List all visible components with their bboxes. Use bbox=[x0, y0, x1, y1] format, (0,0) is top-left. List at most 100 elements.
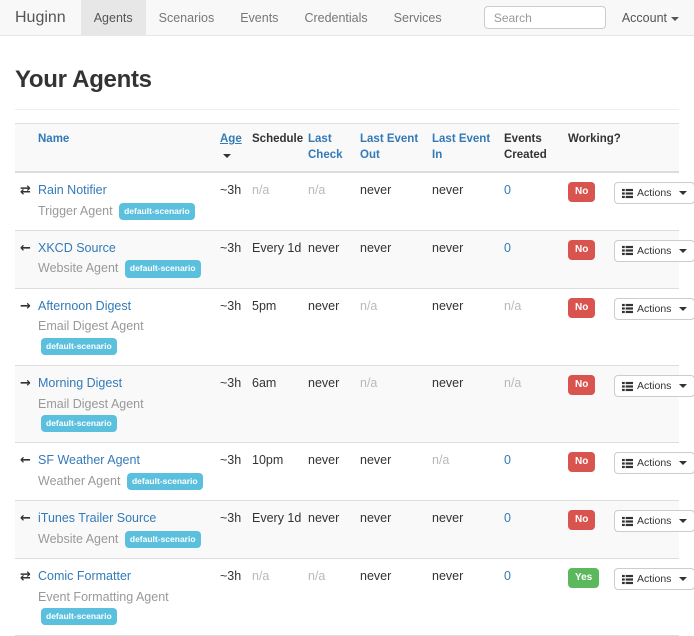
agent-name-link[interactable]: iTunes Trailer Source bbox=[38, 511, 157, 526]
last-event-out-value: n/a bbox=[360, 298, 378, 313]
direction-cell: ← bbox=[15, 230, 33, 289]
agent-subline: Weather Agent default-scenario bbox=[38, 472, 210, 491]
nav-item-events[interactable]: Events bbox=[240, 11, 279, 25]
scenario-badge[interactable]: default-scenario bbox=[41, 337, 117, 355]
scenario-badge[interactable]: default-scenario bbox=[126, 472, 203, 490]
agent-subline: Email Digest Agent default-scenario bbox=[38, 395, 210, 434]
actions-button[interactable]: Actions bbox=[614, 297, 694, 320]
scenario-badge[interactable]: default-scenario bbox=[124, 260, 201, 278]
schedule-value: n/a bbox=[252, 183, 270, 198]
last-event-out-cell: never bbox=[355, 558, 427, 636]
scenario-badge[interactable]: default-scenario bbox=[119, 202, 195, 220]
last-check-cell: n/a bbox=[303, 558, 355, 636]
agent-type-label: Trigger Agent bbox=[38, 203, 113, 218]
age-cell: ~3h bbox=[215, 230, 247, 289]
list-icon bbox=[622, 188, 633, 199]
search-input[interactable] bbox=[483, 6, 606, 29]
working-badge: No bbox=[568, 510, 596, 531]
agent-name-link[interactable]: Morning Digest bbox=[38, 376, 123, 391]
last-event-in-cell: never bbox=[427, 230, 499, 289]
events-created-cell: 0 bbox=[499, 558, 563, 636]
schedule-cell: n/a bbox=[247, 558, 303, 636]
actions-button-label: Actions bbox=[637, 244, 672, 257]
col-header-events-created: Events Created bbox=[499, 123, 563, 174]
nav-item-services[interactable]: Services bbox=[393, 11, 442, 25]
actions-button[interactable]: Actions bbox=[614, 375, 694, 398]
arrow-left-icon: ← bbox=[20, 240, 31, 256]
last-check-cell: never bbox=[303, 500, 355, 560]
last-event-out-value: never bbox=[360, 511, 392, 526]
last-check-value: never bbox=[308, 511, 340, 526]
last-event-in-value: n/a bbox=[432, 453, 450, 468]
agent-row: ⇄ Comic Formatter Event Formatting Agent d… bbox=[15, 558, 694, 636]
agent-name-link[interactable]: XKCD Source bbox=[38, 240, 116, 255]
list-icon bbox=[622, 574, 633, 585]
nav-item-agents[interactable]: Agents bbox=[80, 0, 146, 35]
working-cell: Yes bbox=[563, 558, 609, 636]
actions-button[interactable]: Actions bbox=[614, 568, 694, 591]
chevron-down-icon bbox=[679, 577, 688, 582]
schedule-cell: 5pm bbox=[247, 288, 303, 367]
events-created-link[interactable]: 0 bbox=[504, 240, 511, 255]
events-created-value: n/a bbox=[504, 298, 522, 313]
schedule-cell: 10pm bbox=[247, 442, 303, 502]
col-header-label: Schedule bbox=[252, 133, 304, 145]
events-created-link[interactable]: 0 bbox=[504, 183, 511, 198]
last-event-in-cell: never bbox=[427, 500, 499, 560]
actions-cell: Actions bbox=[609, 442, 694, 502]
events-created-link[interactable]: 0 bbox=[504, 453, 511, 468]
direction-cell: → bbox=[15, 288, 33, 367]
scenario-badge[interactable]: default-scenario bbox=[41, 607, 117, 626]
agent-name-link[interactable]: Rain Notifier bbox=[38, 183, 107, 198]
agent-name-link[interactable]: SF Weather Agent bbox=[38, 453, 140, 468]
col-header-name[interactable]: Name bbox=[33, 123, 215, 174]
age-cell: ~3h bbox=[215, 500, 247, 560]
age-cell: ~3h bbox=[215, 172, 247, 231]
col-header-last-event-in[interactable]: Last Event In bbox=[427, 123, 499, 174]
col-header-last-event-out[interactable]: Last Event Out bbox=[355, 123, 427, 174]
actions-button[interactable]: Actions bbox=[614, 182, 694, 205]
account-menu[interactable]: Account bbox=[606, 0, 694, 35]
agent-name-link[interactable]: Comic Formatter bbox=[38, 569, 132, 584]
brand-link[interactable]: Huginn bbox=[15, 9, 66, 26]
col-header-label: Last Event Out bbox=[360, 133, 419, 161]
last-check-cell: n/a bbox=[303, 172, 355, 231]
agent-name-link[interactable]: Afternoon Digest bbox=[38, 298, 132, 313]
actions-button-label: Actions bbox=[637, 380, 672, 393]
last-event-in-value: never bbox=[432, 511, 464, 526]
events-created-cell: n/a bbox=[499, 288, 563, 367]
actions-cell: Actions bbox=[609, 230, 694, 289]
actions-button[interactable]: Actions bbox=[614, 239, 694, 262]
col-header-last-check[interactable]: Last Check bbox=[303, 123, 355, 174]
agent-name-cell: Morning Digest Email Digest Agent default… bbox=[33, 365, 215, 444]
events-created-link[interactable]: 0 bbox=[504, 569, 511, 584]
actions-button[interactable]: Actions bbox=[614, 452, 694, 475]
chevron-down-icon bbox=[679, 384, 688, 389]
scenario-badge[interactable]: default-scenario bbox=[124, 530, 201, 548]
last-event-in-cell: never bbox=[427, 288, 499, 367]
actions-button-label: Actions bbox=[637, 187, 672, 200]
chevron-down-icon bbox=[679, 519, 688, 524]
scenario-badge[interactable]: default-scenario bbox=[41, 414, 117, 433]
page-title: Your Agents bbox=[15, 66, 152, 93]
col-header-age[interactable]: Age bbox=[215, 123, 247, 174]
direction-cell: ← bbox=[15, 442, 33, 502]
col-header-schedule: Schedule bbox=[247, 123, 304, 174]
actions-button[interactable]: Actions bbox=[614, 510, 694, 533]
schedule-value: Every 1d bbox=[252, 511, 302, 526]
schedule-value: 6am bbox=[252, 376, 277, 391]
events-created-link[interactable]: 0 bbox=[504, 511, 511, 526]
last-event-out-cell: never bbox=[355, 172, 427, 231]
actions-cell: Actions bbox=[609, 558, 694, 636]
last-event-out-value: never bbox=[360, 569, 392, 584]
last-event-in-cell: never bbox=[427, 558, 499, 636]
navbar: Huginn Agents Scenarios Events Credentials S… bbox=[0, 0, 694, 36]
events-created-cell: 0 bbox=[499, 442, 563, 502]
last-check-cell: never bbox=[303, 442, 355, 502]
list-icon bbox=[622, 381, 633, 392]
nav-item-credentials[interactable]: Credentials bbox=[304, 11, 368, 25]
agent-subline: Trigger Agent default-scenario bbox=[38, 202, 210, 221]
last-check-value: n/a bbox=[308, 183, 326, 198]
agent-row: → Morning Digest Email Digest Agent defaul… bbox=[15, 365, 694, 444]
nav-item-scenarios[interactable]: Scenarios bbox=[158, 11, 215, 25]
